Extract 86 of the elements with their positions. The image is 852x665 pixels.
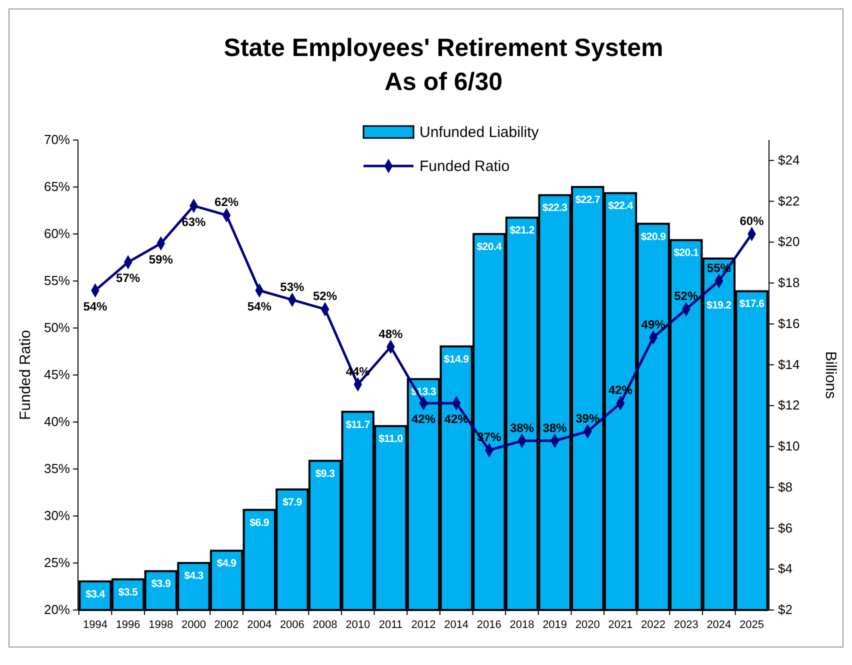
data-label: 54% xyxy=(247,299,272,314)
data-label: 38% xyxy=(510,420,534,435)
y2-axis-title: Billions xyxy=(822,351,839,399)
y2-tick-label: $10 xyxy=(778,438,800,454)
x-tick-label: 2000 xyxy=(181,619,206,631)
data-label: $20.4 xyxy=(476,241,502,253)
x-tick-label: 2008 xyxy=(312,619,338,631)
data-label: $14.9 xyxy=(444,353,470,366)
y-tick-label: 35% xyxy=(44,461,70,476)
x-tick-label: 2019 xyxy=(542,619,568,631)
y-tick-label: 55% xyxy=(44,273,70,288)
data-label: $22.7 xyxy=(575,194,600,206)
x-tick-label: 2016 xyxy=(476,619,502,631)
x-tick-label: 2004 xyxy=(247,619,272,631)
data-label: 48% xyxy=(378,326,404,341)
x-tick-label: 2002 xyxy=(214,619,239,631)
x-tick-label: 2023 xyxy=(674,619,698,631)
data-label: 42% xyxy=(444,412,469,426)
y2-tick-label: $18 xyxy=(778,275,800,290)
x-tick-label: 2011 xyxy=(378,619,402,631)
y-tick-label: 25% xyxy=(44,555,70,570)
x-tick-label: 2010 xyxy=(346,619,370,631)
y2-tick-label: $22 xyxy=(778,193,800,208)
data-label: $20.1 xyxy=(674,247,699,260)
data-label: $3.5 xyxy=(118,586,138,598)
y2-tick-label: $12 xyxy=(778,398,800,413)
data-label: $11.0 xyxy=(378,433,404,446)
data-label: $22.3 xyxy=(542,202,568,214)
y-tick-label: 45% xyxy=(44,367,70,382)
x-tick-label: 1994 xyxy=(82,619,108,631)
legend-label: Unfunded Liability xyxy=(420,124,540,141)
x-tick-label: 2006 xyxy=(280,619,304,631)
x-tick-label: 2014 xyxy=(444,619,469,631)
y2-tick-label: $4 xyxy=(778,561,792,576)
data-label: 52% xyxy=(313,289,338,304)
data-label: 57% xyxy=(116,271,140,286)
y-tick-label: 40% xyxy=(44,414,70,429)
data-label: $21.2 xyxy=(510,224,535,237)
data-label: 63% xyxy=(182,214,206,229)
data-label: $11.7 xyxy=(346,418,370,431)
y2-tick-label: $20 xyxy=(778,234,800,250)
y2-tick-label: $16 xyxy=(778,316,800,331)
x-tick-label: 2021 xyxy=(608,619,633,631)
x-tick-label: 2024 xyxy=(706,619,732,631)
data-label: $9.3 xyxy=(315,468,336,480)
data-label: 39% xyxy=(576,411,600,426)
y-tick-label: 65% xyxy=(44,179,70,194)
x-tick-label: 2012 xyxy=(411,619,436,631)
data-label: $3.4 xyxy=(86,588,106,600)
x-tick-label: 2022 xyxy=(641,619,666,631)
chart-title: State Employees' Retirement System As of 6/30 xyxy=(224,34,664,96)
data-label: 38% xyxy=(542,420,568,435)
data-label: $17.6 xyxy=(739,298,765,310)
y-axis-title: Funded Ratio xyxy=(17,330,34,420)
y2-tick-label: $8 xyxy=(778,479,792,494)
x-tick-label: 1998 xyxy=(148,619,174,631)
x-tick-label: 2025 xyxy=(740,619,764,631)
data-label: 49% xyxy=(641,317,666,332)
data-label: 52% xyxy=(674,289,698,304)
data-label: $4.3 xyxy=(184,570,204,582)
data-label: $22.4 xyxy=(608,200,634,212)
x-tick-label: 2018 xyxy=(510,619,534,631)
data-label: $7.9 xyxy=(282,496,302,508)
data-label: 60% xyxy=(740,214,764,228)
data-label: 53% xyxy=(280,280,305,294)
y-tick-label: 20% xyxy=(44,602,70,617)
y2-tick-label: $24 xyxy=(778,152,800,168)
data-label: 59% xyxy=(148,252,174,266)
legend-label: Funded Ratio xyxy=(420,158,510,175)
data-label: $3.9 xyxy=(151,578,171,590)
data-label: $4.9 xyxy=(216,558,237,570)
data-label: 62% xyxy=(214,195,239,210)
y-tick-label: 70% xyxy=(44,132,70,147)
y-tick-label: 30% xyxy=(44,508,70,523)
y2-tick-label: $6 xyxy=(778,520,792,536)
data-label: 42% xyxy=(411,412,436,426)
x-tick-label: 1996 xyxy=(116,619,140,631)
x-tick-label: 2020 xyxy=(575,619,600,631)
data-label: $20.9 xyxy=(640,230,666,243)
y-tick-label: 60% xyxy=(44,226,70,241)
data-label: $6.9 xyxy=(250,516,270,529)
data-label: 54% xyxy=(83,299,108,314)
data-label: $19.2 xyxy=(706,300,732,312)
y2-tick-label: $14 xyxy=(778,356,800,372)
y-tick-label: 50% xyxy=(44,320,70,335)
y2-tick-label: $2 xyxy=(778,602,792,617)
